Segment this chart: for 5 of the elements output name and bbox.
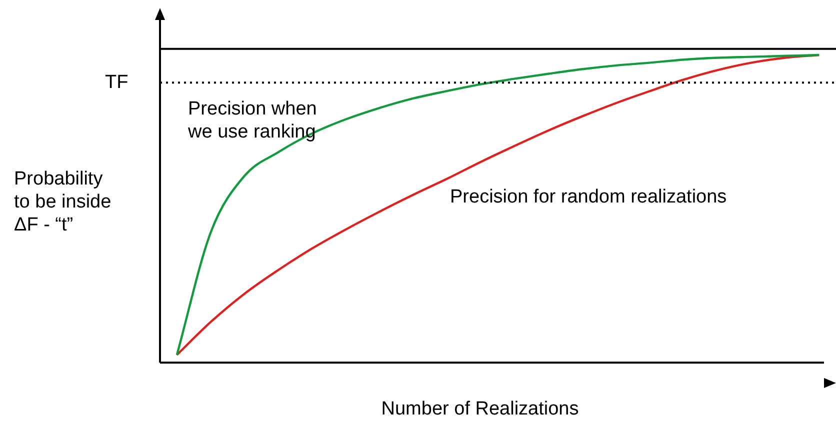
series-label: Precision when we use ranking — [187, 98, 317, 143]
ref-line-label: TF — [105, 72, 128, 93]
y-axis-title: Probability to be inside ΔF - “t” — [14, 168, 112, 236]
series-label: Precision for random realizations — [450, 186, 727, 208]
x-axis-title: Number of Realizations — [381, 398, 579, 420]
